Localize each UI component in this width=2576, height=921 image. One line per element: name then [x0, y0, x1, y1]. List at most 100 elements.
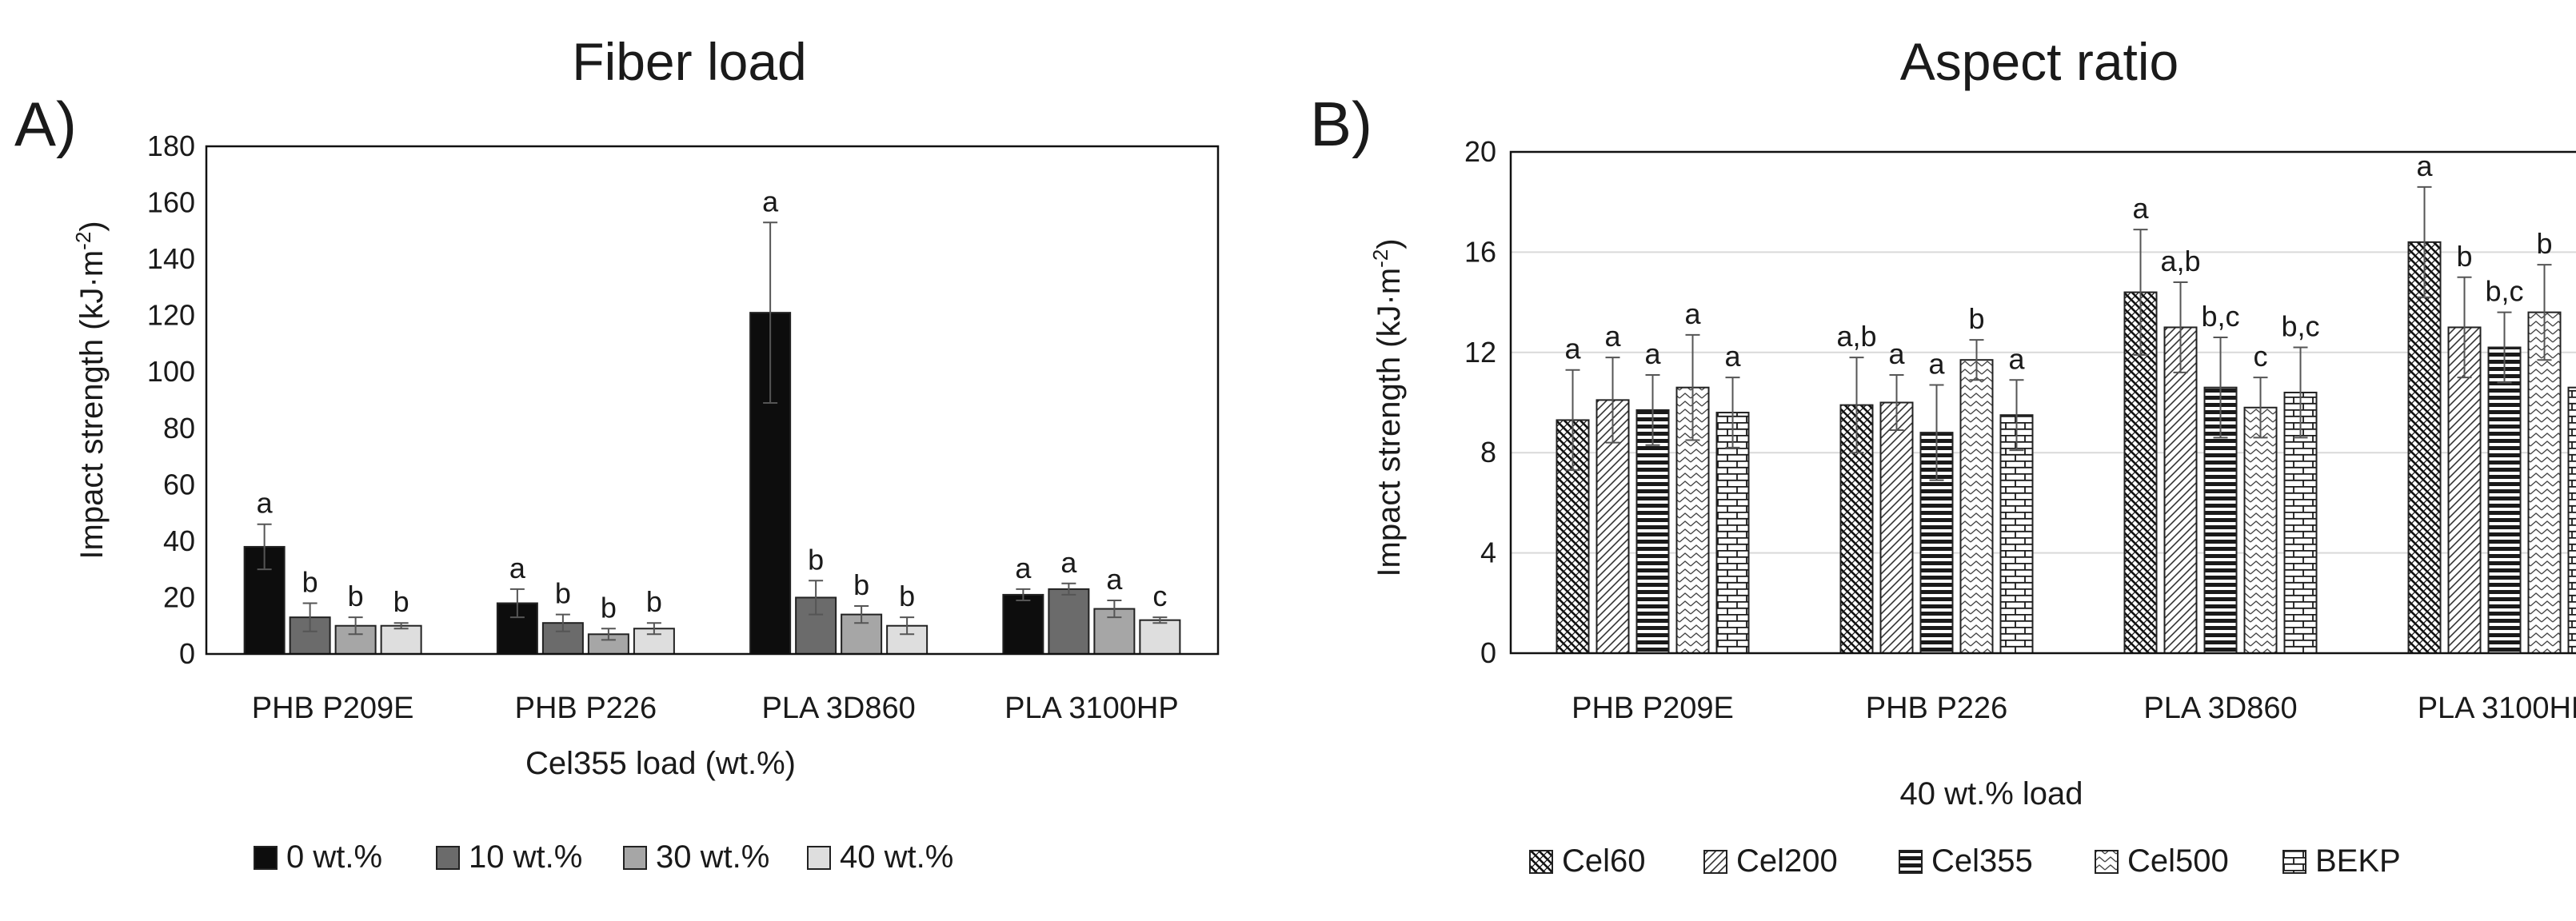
b-category-label: PHB P226 [1866, 692, 2007, 725]
a-significance-label: a [509, 552, 526, 584]
b-y-tick-label: 8 [1480, 436, 1496, 468]
b-y-tick-label: 16 [1464, 235, 1496, 268]
a-y-tick-label: 80 [163, 412, 195, 445]
a-legend-swatch [807, 846, 831, 870]
b-legend-label: Cel60 [1562, 843, 1646, 879]
a-y-tick-label: 40 [163, 524, 195, 557]
a-significance-label: b [555, 577, 571, 610]
a-y-tick-label: 60 [163, 468, 195, 500]
b-category-label: PLA 3100HP [2418, 692, 2576, 725]
b-bar [1635, 409, 1670, 655]
a-plot-frame [205, 145, 1220, 656]
b-category-label: PHB P209E [1572, 692, 1734, 725]
a-bar [1002, 593, 1044, 656]
b-bar [2567, 386, 2576, 654]
a-category-label: PHB P226 [515, 692, 657, 725]
a-bar [380, 624, 422, 656]
b-significance-label: a [2008, 342, 2025, 375]
a-significance-label: a [257, 487, 274, 520]
panel-b-title: Aspect ratio [1900, 32, 2179, 91]
b-legend-label: BEKP [2315, 843, 2401, 879]
a-legend-label: 10 wt.% [469, 839, 582, 875]
b-significance-label: b [2536, 227, 2552, 260]
a-significance-label: c [1152, 580, 1167, 612]
b-bar [1959, 359, 1994, 654]
panel-b-label: B) [1310, 89, 1372, 159]
b-significance-label: a,b [2160, 245, 2200, 277]
b-bar [2407, 241, 2442, 654]
a-significance-label: b [646, 585, 662, 618]
a-significance-label: b [302, 566, 318, 599]
a-significance-label: b [393, 585, 409, 618]
b-significance-label: a [2132, 192, 2149, 225]
b-legend-label: Cel355 [1931, 843, 2033, 879]
b-significance-label: a [1604, 320, 1621, 353]
a-legend-label: 30 wt.% [656, 839, 769, 875]
b-plot-frame [1509, 150, 2576, 655]
panel-a-x-axis-label: Cel355 load (wt.%) [525, 746, 796, 781]
a-significance-label: b [601, 591, 617, 624]
b-significance-label: b [2456, 240, 2472, 273]
b-legend-label: Cel500 [2127, 843, 2229, 879]
a-y-tick-label: 160 [147, 186, 195, 219]
b-legend-swatch [2095, 850, 2119, 874]
a-bar [1048, 588, 1090, 655]
panel-a-label: A) [14, 89, 77, 159]
b-y-tick-label: 4 [1480, 536, 1496, 569]
a-y-tick-label: 0 [179, 637, 195, 670]
panel-b-y-axis-label: Impact strength (kJ·m-2) [1368, 238, 1407, 576]
a-category-label: PLA 3100HP [1004, 692, 1179, 725]
b-significance-label: a [1644, 337, 1661, 370]
b-legend-label: Cel200 [1736, 843, 1838, 879]
b-significance-label: a [1888, 337, 1905, 370]
panel-a-y-axis-label: Impact strength (kJ·m-2) [71, 221, 110, 559]
b-bar [1715, 412, 1750, 654]
a-category-label: PHB P209E [252, 692, 414, 725]
a-y-tick-label: 140 [147, 242, 195, 275]
b-significance-label: b,c [2281, 310, 2319, 343]
b-significance-label: a [2416, 150, 2433, 182]
a-bar [1139, 619, 1181, 656]
a-significance-label: a [762, 185, 779, 217]
a-legend-label: 0 wt.% [286, 839, 382, 875]
b-y-tick-label: 12 [1464, 336, 1496, 369]
a-legend-swatch [623, 846, 647, 870]
a-y-tick-label: 100 [147, 355, 195, 388]
b-bar [2243, 406, 2278, 654]
b-bar [2487, 346, 2522, 654]
a-significance-label: a [1060, 546, 1077, 579]
a-legend-swatch [436, 846, 460, 870]
b-significance-label: a [1928, 348, 1945, 381]
b-significance-label: b [1968, 302, 1984, 335]
b-legend-swatch [1703, 850, 1727, 874]
b-category-label: PLA 3D860 [2143, 692, 2297, 725]
a-legend-swatch [254, 846, 278, 870]
b-bar [2527, 311, 2562, 654]
b-bar [2163, 326, 2198, 654]
a-significance-label: a [1015, 552, 1032, 584]
a-y-tick-label: 20 [163, 580, 195, 613]
a-significance-label: b [853, 568, 869, 601]
b-significance-label: b,c [2485, 275, 2523, 308]
panel-b-x-axis-label: 40 wt.% load [1899, 776, 2083, 811]
a-y-tick-label: 180 [147, 130, 195, 162]
panel-a-title: Fiber load [572, 32, 807, 91]
b-bar [1879, 401, 1914, 654]
b-y-tick-label: 20 [1464, 135, 1496, 168]
a-significance-label: b [808, 543, 824, 576]
b-significance-label: c [2254, 340, 2268, 373]
b-significance-label: a [1724, 340, 1741, 373]
b-legend-swatch [1899, 850, 1923, 874]
b-significance-label: a,b [1836, 320, 1876, 353]
b-significance-label: b,c [2201, 300, 2239, 333]
a-y-tick-label: 120 [147, 299, 195, 332]
b-legend-swatch [2282, 850, 2306, 874]
a-legend-label: 40 wt.% [840, 839, 953, 875]
b-significance-label: a [1564, 333, 1581, 365]
a-category-label: PLA 3D860 [761, 692, 915, 725]
a-significance-label: b [348, 580, 364, 612]
a-significance-label: a [1106, 563, 1123, 596]
